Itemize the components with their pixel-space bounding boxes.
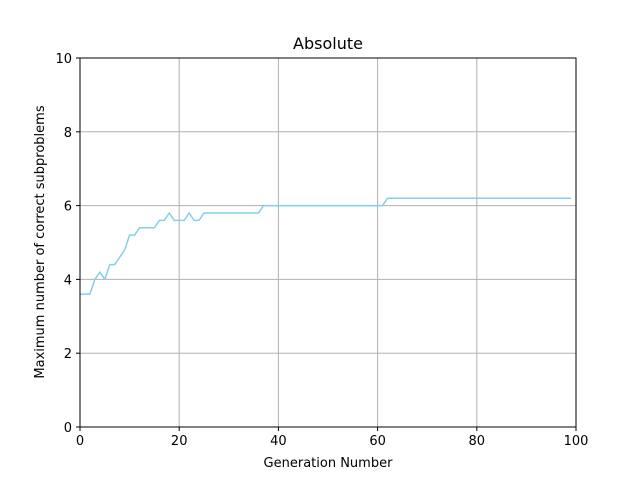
- series-layer: [80, 197, 572, 295]
- y-tick-label: 6: [64, 200, 72, 215]
- x-axis-label: Generation Number: [264, 456, 394, 471]
- x-tick-label: 40: [270, 434, 287, 449]
- y-tick-label: 10: [55, 52, 72, 67]
- y-axis-label: Maximum number of correct subproblems: [33, 105, 48, 378]
- x-tick-label: 80: [469, 434, 486, 449]
- tick-layer: 0 20 40 60 80 100 0 2 4 6 8 10: [55, 52, 588, 449]
- y-tick-label: 0: [64, 421, 72, 436]
- y-tick-label: 8: [64, 126, 72, 141]
- plot-frame: [79, 57, 577, 428]
- x-tick-label: 60: [369, 434, 386, 449]
- chart-title: Absolute: [293, 34, 363, 53]
- x-tick-label: 100: [564, 434, 589, 449]
- y-tick-label: 4: [64, 273, 72, 288]
- y-tick-label: 2: [64, 347, 72, 362]
- x-tick-label: 0: [76, 434, 84, 449]
- x-tick-label: 20: [171, 434, 188, 449]
- series-line: [80, 197, 572, 295]
